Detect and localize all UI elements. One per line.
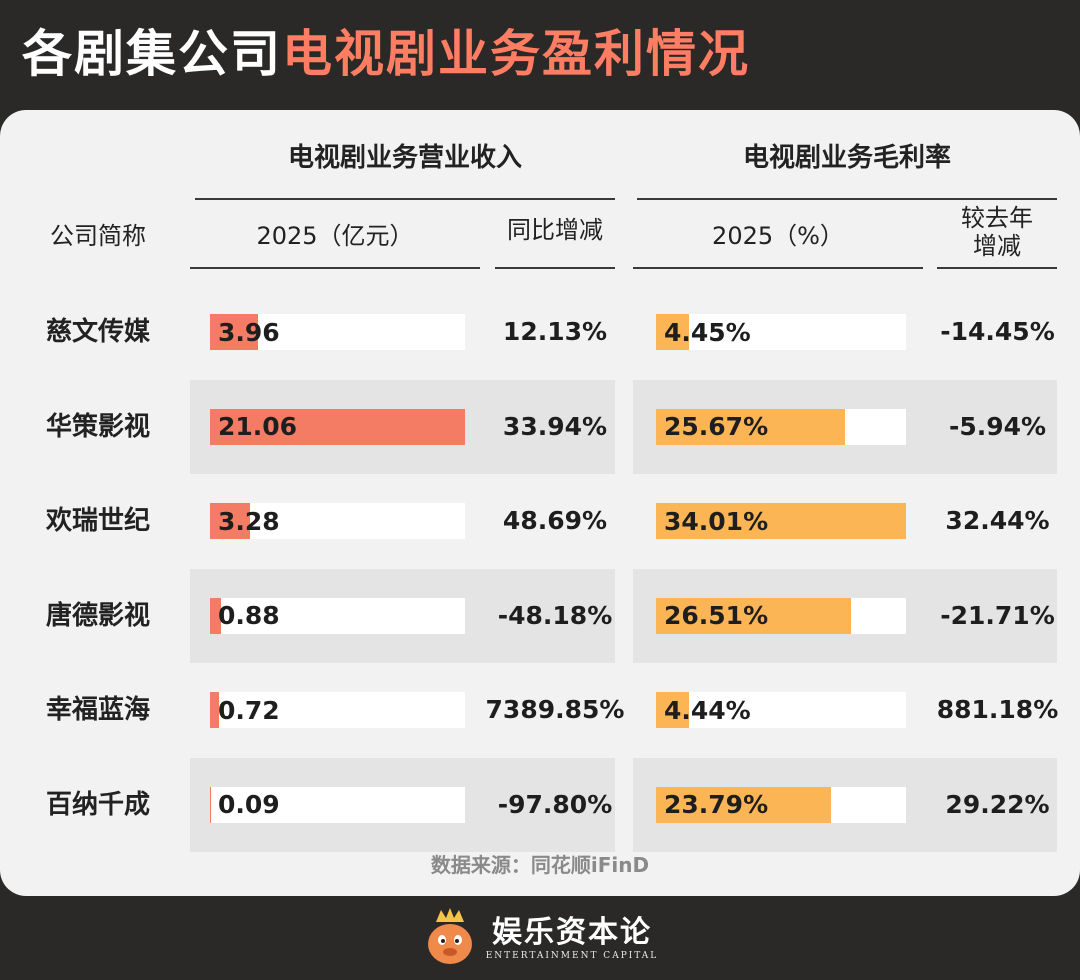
revenue-yoy-column-header: 同比增减 [507,216,603,244]
revenue-yoy-value: 7389.85% [485,695,625,725]
company-column-header: 公司简称 [50,222,146,250]
revenue-value-label: 0.09 [218,790,280,820]
company-name: 慈文传媒 [45,317,150,348]
company-name: 百纳千成 [45,789,150,820]
company-name: 华策影视 [45,411,150,442]
margin-change-value: -5.94% [948,411,1047,441]
margin-bar-track: 4.44% [656,692,906,729]
margin-change-column-header: 较去年 增减 [937,204,1057,260]
revenue-yoy-value: -97.80% [497,789,613,819]
margin-change-value: 29.22% [945,789,1050,819]
brand-footer: 娱乐资本论 ENTERTAINMENT CAPITAL [0,896,1080,980]
header-underline [937,267,1057,269]
source-note: 数据来源：同花顺iFinD [430,853,650,877]
revenue-bar-track: 3.28 [210,503,465,540]
page-title: 各剧集公司电视剧业务盈利情况 [22,14,750,94]
margin-value-label: 26.51% [664,601,769,631]
margin-value-label: 25.67% [664,412,769,442]
margin-group-header: 电视剧业务毛利率 [742,143,951,173]
margin-bar [656,408,845,445]
revenue-column-header: 2025（亿元） [256,222,414,250]
margin-bar-track: 34.01% [656,503,906,540]
margin-bar [656,692,689,729]
revenue-bar-track: 0.09 [210,786,465,823]
margin-value-label: 4.44% [664,695,751,725]
margin-change-value: -21.71% [940,600,1055,630]
revenue-bar-track: 3.96 [210,314,465,351]
revenue-yoy-value: -48.18% [497,600,613,630]
margin-bar [656,786,831,823]
revenue-bar [210,597,221,634]
revenue-bar-track: 0.72 [210,692,465,729]
header-underline [190,267,480,269]
brand-name-en: ENTERTAINMENT CAPITAL [485,951,659,961]
revenue-bar [210,692,219,729]
margin-change-header-line1: 较去年 [961,204,1033,232]
revenue-bar [210,314,258,351]
mascot-logo-icon [427,908,472,964]
revenue-group-divider [195,198,615,200]
company-name: 欢瑞世纪 [45,506,150,537]
revenue-value-label: 21.06 [218,412,298,442]
revenue-yoy-value: 12.13% [502,317,608,347]
margin-group-divider [637,198,1057,200]
data-card: 电视剧业务营业收入 电视剧业务毛利率 公司简称 2025（亿元） 同比增减 20… [0,110,1080,896]
header-underline [495,267,615,269]
page-title-part1: 各剧集公司 [22,25,282,83]
company-name: 幸福蓝海 [45,695,150,726]
margin-change-header-line2: 增减 [973,232,1021,260]
revenue-value-label: 3.28 [218,506,280,536]
margin-value-label: 4.45% [664,317,751,347]
revenue-value-label: 0.72 [218,695,280,725]
company-name: 唐德影视 [45,600,150,631]
margin-bar-track: 26.51% [656,597,906,634]
revenue-bar [210,786,212,823]
margin-bar [656,503,906,540]
header-underline [633,267,923,269]
brand-name: 娱乐资本论 [492,915,652,950]
revenue-bar-track: 0.88 [210,597,465,634]
margin-value-label: 23.79% [664,790,769,820]
margin-bar-track: 4.45% [656,314,906,351]
revenue-bar-track: 21.06 [210,408,465,445]
margin-change-value: 881.18% [936,695,1059,725]
margin-change-value: -14.45% [940,317,1055,347]
revenue-bar [210,408,465,445]
margin-change-value: 32.44% [945,506,1050,536]
revenue-group-header: 电视剧业务营业收入 [287,143,522,173]
margin-bar-track: 23.79% [656,786,906,823]
margin-bar [656,597,851,634]
revenue-value-label: 0.88 [218,601,280,631]
margin-value-label: 34.01% [664,506,769,536]
revenue-yoy-value: 48.69% [502,506,608,536]
margin-bar [656,314,689,351]
revenue-value-label: 3.96 [218,317,280,347]
margin-bar-track: 25.67% [656,408,906,445]
page-title-part2: 电视剧业务盈利情况 [282,25,750,83]
margin-column-header: 2025（%） [712,222,844,250]
revenue-bar [210,503,250,540]
revenue-yoy-value: 33.94% [502,411,608,441]
